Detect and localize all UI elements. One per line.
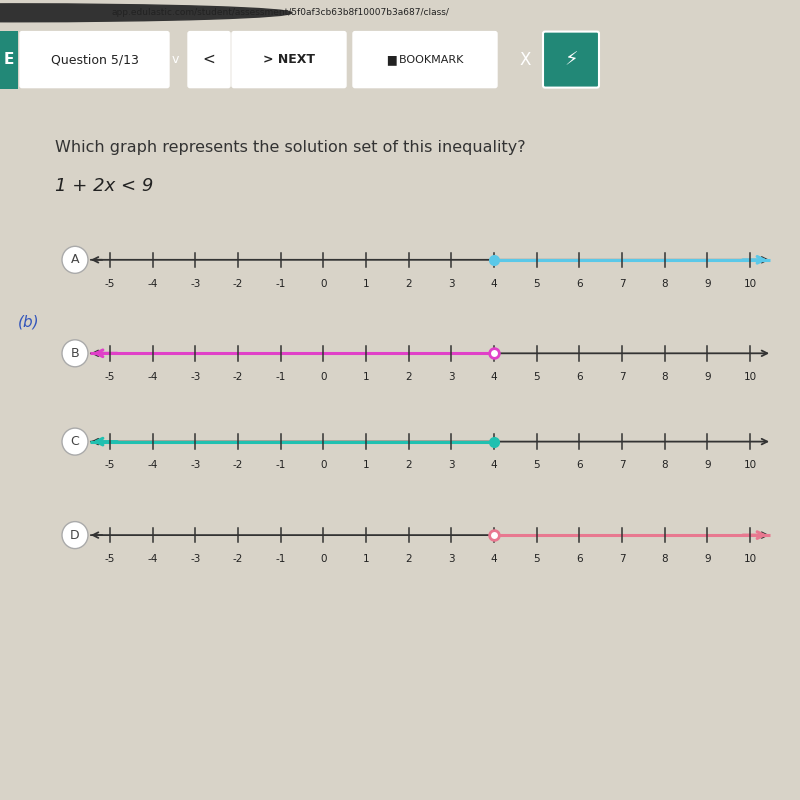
Text: ⚡: ⚡ [564,50,578,69]
Text: -3: -3 [190,460,201,470]
Text: -1: -1 [275,554,286,564]
Text: 5: 5 [534,460,540,470]
Text: 9: 9 [704,372,710,382]
Text: 6: 6 [576,554,582,564]
Text: 3: 3 [448,460,454,470]
Text: <: < [202,52,215,67]
Text: 0: 0 [320,372,326,382]
Text: 2: 2 [406,460,412,470]
Text: 3: 3 [448,372,454,382]
FancyBboxPatch shape [353,31,497,88]
Text: 1: 1 [362,554,370,564]
Text: 7: 7 [618,554,626,564]
Text: Question 5/13: Question 5/13 [51,53,139,66]
Text: 5: 5 [534,278,540,289]
Text: 4: 4 [490,278,498,289]
Text: -4: -4 [147,278,158,289]
Text: 6: 6 [576,460,582,470]
Text: -5: -5 [105,278,115,289]
Text: 2: 2 [406,372,412,382]
Text: (b): (b) [18,314,40,330]
Text: 0: 0 [320,278,326,289]
Text: 1: 1 [362,278,370,289]
Text: X: X [519,50,530,69]
Text: 3: 3 [448,554,454,564]
Text: Which graph represents the solution set of this inequality?: Which graph represents the solution set … [55,140,526,155]
FancyBboxPatch shape [0,30,18,89]
Text: 4: 4 [490,460,498,470]
Text: -2: -2 [233,278,243,289]
Text: -4: -4 [147,372,158,382]
Text: -1: -1 [275,278,286,289]
Text: 8: 8 [662,554,668,564]
Text: 6: 6 [576,278,582,289]
Text: 0: 0 [320,460,326,470]
Text: D: D [70,529,80,542]
Text: B: B [70,347,79,360]
Circle shape [62,246,88,274]
Text: 3: 3 [448,278,454,289]
Text: 10: 10 [743,372,757,382]
Text: 2: 2 [406,278,412,289]
Text: -2: -2 [233,554,243,564]
Text: app.edulastic.com/student/assessment/5f0af3cb63b8f10007b3a687/class/: app.edulastic.com/student/assessment/5f0… [111,8,449,18]
Text: 1: 1 [362,460,370,470]
Text: 4: 4 [490,554,498,564]
Text: 2: 2 [406,554,412,564]
Text: -5: -5 [105,460,115,470]
Text: 5: 5 [534,554,540,564]
Text: v: v [171,53,178,66]
Text: -1: -1 [275,460,286,470]
Text: ▇ BOOKMARK: ▇ BOOKMARK [387,54,463,65]
Text: -4: -4 [147,554,158,564]
Text: -5: -5 [105,554,115,564]
Text: 7: 7 [618,372,626,382]
Text: -3: -3 [190,554,201,564]
Text: -5: -5 [105,372,115,382]
Text: 8: 8 [662,278,668,289]
FancyBboxPatch shape [232,31,346,88]
Text: 6: 6 [576,372,582,382]
Text: -1: -1 [275,372,286,382]
Text: 10: 10 [743,554,757,564]
Text: 9: 9 [704,278,710,289]
FancyBboxPatch shape [543,31,599,88]
Text: -3: -3 [190,278,201,289]
Text: 9: 9 [704,460,710,470]
Text: E: E [4,52,14,67]
Text: 7: 7 [618,278,626,289]
Circle shape [62,428,88,455]
Text: 8: 8 [662,460,668,470]
FancyBboxPatch shape [188,31,230,88]
Circle shape [62,522,88,549]
Text: -2: -2 [233,372,243,382]
Text: > NEXT: > NEXT [263,53,315,66]
Text: -3: -3 [190,372,201,382]
Circle shape [62,340,88,367]
Text: 10: 10 [743,460,757,470]
Text: 7: 7 [618,460,626,470]
Text: 1 + 2x < 9: 1 + 2x < 9 [55,177,154,194]
Text: 8: 8 [662,372,668,382]
Text: 1: 1 [362,372,370,382]
Text: 9: 9 [704,554,710,564]
Text: -2: -2 [233,460,243,470]
FancyBboxPatch shape [20,31,169,88]
Text: 0: 0 [320,554,326,564]
Text: 5: 5 [534,372,540,382]
Text: 10: 10 [743,278,757,289]
Text: A: A [70,254,79,266]
Text: 4: 4 [490,372,498,382]
Circle shape [0,4,292,22]
Text: -4: -4 [147,460,158,470]
Text: C: C [70,435,79,448]
